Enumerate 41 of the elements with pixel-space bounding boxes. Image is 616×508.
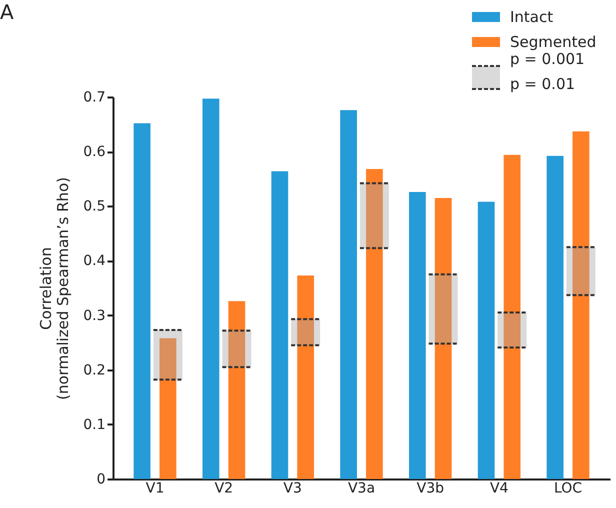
bar xyxy=(271,171,288,479)
bar xyxy=(546,156,564,479)
bar xyxy=(366,169,383,479)
bar xyxy=(202,98,220,479)
bar xyxy=(478,202,495,479)
x-tick-label: V3b xyxy=(416,480,444,496)
legend-label: p = 0.001 p = 0.01 xyxy=(510,50,585,93)
x-tick-label: LOC xyxy=(554,480,582,496)
y-tick-label: 0 xyxy=(96,472,106,488)
bar xyxy=(428,273,459,345)
bar xyxy=(408,192,426,479)
bar xyxy=(152,329,184,381)
y-axis-title: Correlation (normalized Spearman’s Rho) xyxy=(37,177,72,400)
y-tick-label: 0.2 xyxy=(83,362,106,378)
bar xyxy=(496,312,528,348)
chart-title: A xyxy=(0,0,14,24)
bar xyxy=(504,154,521,479)
y-tick-label: 0.3 xyxy=(83,308,106,324)
bar xyxy=(228,301,246,479)
x-tick-label: V1 xyxy=(146,480,164,496)
y-tick-label: 0.4 xyxy=(83,253,106,270)
x-tick-label: V4 xyxy=(490,480,509,496)
legend-label: Segmented xyxy=(510,33,596,51)
x-tick-label: V3a xyxy=(348,480,376,496)
bar xyxy=(565,246,596,296)
bar xyxy=(160,338,176,479)
x-tick-label: V3 xyxy=(283,480,302,496)
y-tick-label: 0.6 xyxy=(83,144,106,160)
y-tick-label: 0.5 xyxy=(83,198,106,215)
legend-label: Intact xyxy=(510,8,554,26)
bar xyxy=(134,123,150,479)
bar xyxy=(297,275,314,479)
bar xyxy=(572,131,590,479)
bar xyxy=(340,110,357,479)
bar xyxy=(434,198,452,479)
bar xyxy=(358,182,390,250)
bar xyxy=(221,330,252,368)
bar xyxy=(290,318,322,346)
y-tick-label: 0.1 xyxy=(83,416,106,433)
x-tick-label: V2 xyxy=(214,480,234,496)
y-tick-label: 0.7 xyxy=(83,90,106,106)
